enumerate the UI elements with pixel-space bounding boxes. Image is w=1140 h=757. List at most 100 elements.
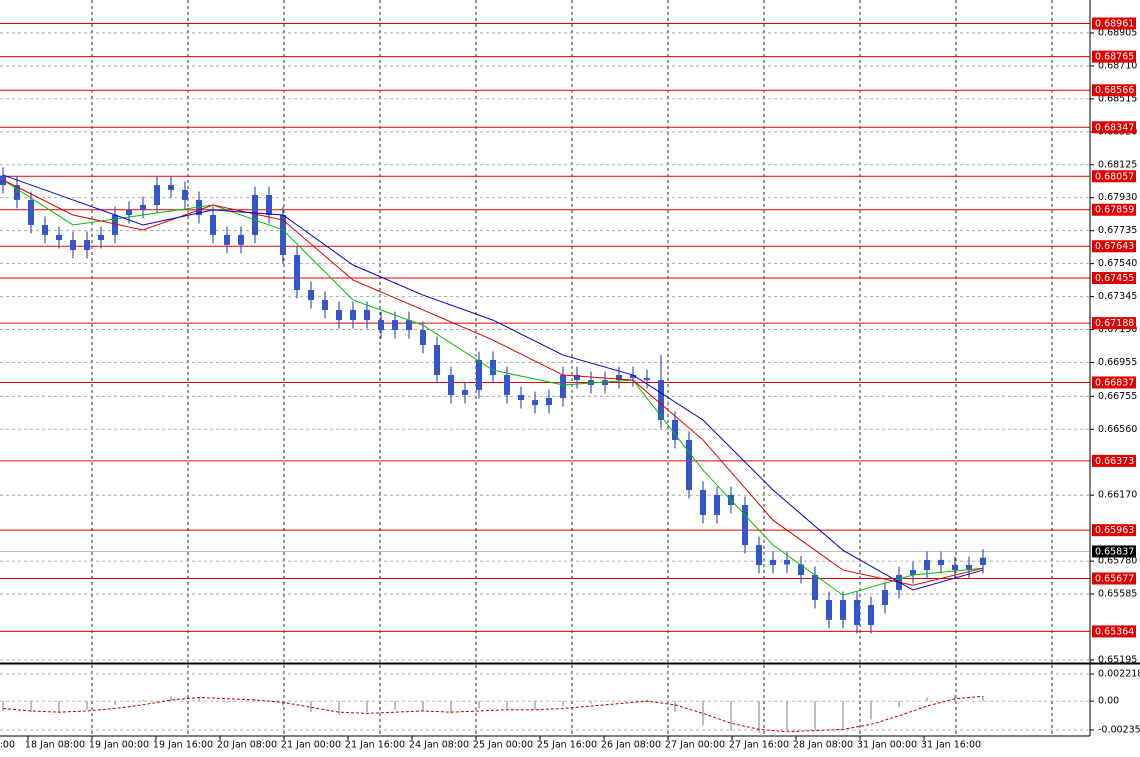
candle-body: [840, 599, 846, 620]
candle-body: [70, 239, 76, 250]
level-label: 0.68566: [1095, 85, 1134, 96]
candle-body: [868, 605, 874, 625]
candle-body: [700, 489, 706, 515]
y-tick-label: 0.67345: [1098, 291, 1137, 302]
candle-body: [770, 559, 776, 565]
y-tick-label: 0.65585: [1098, 589, 1137, 600]
current-price-label: 0.65837: [1095, 546, 1134, 557]
candle-body: [532, 400, 538, 406]
y-tick-label: 0.68515: [1098, 93, 1137, 104]
y-tick-label: 0.00: [1098, 696, 1119, 707]
candle-body: [126, 209, 132, 215]
level-label-box: [1092, 376, 1136, 389]
moving-average-line: [2, 174, 984, 591]
x-tick-label: 18 Jan 08:00: [25, 740, 85, 751]
y-tick-label: -0.002355: [1098, 724, 1140, 735]
candle-body: [378, 320, 384, 331]
x-tick-label: 19 Jan 16:00: [153, 740, 213, 751]
x-tick-label: 31 Jan 16:00: [921, 740, 981, 751]
current-price-box: [1092, 545, 1136, 558]
candle-body: [336, 309, 342, 321]
level-label: 0.67455: [1095, 273, 1134, 284]
x-tick-label: 24 Jan 08:00: [409, 740, 469, 751]
candle-body: [966, 564, 972, 571]
candle-body: [546, 398, 552, 406]
candle-body: [140, 205, 146, 210]
candle-body: [616, 375, 622, 381]
candle-body: [14, 185, 20, 200]
candle-body: [812, 574, 818, 600]
level-label: 0.68961: [1095, 18, 1134, 29]
candle-body: [826, 599, 832, 620]
level-label-box: [1092, 272, 1136, 285]
y-tick-label: 0.002218: [1098, 669, 1140, 680]
level-label: 0.68765: [1095, 52, 1134, 63]
candle-body: [714, 495, 720, 515]
level-label: 0.66837: [1095, 377, 1134, 388]
candle-body: [224, 234, 230, 245]
candle-body: [798, 564, 804, 575]
x-tick-label: 21 Jan 16:00: [345, 740, 405, 751]
candle-body: [910, 570, 916, 575]
candle-body: [784, 559, 790, 565]
candle-body: [686, 439, 692, 490]
y-tick-label: 0.66755: [1098, 391, 1137, 402]
candle-body: [280, 214, 286, 256]
x-tick-label: 6:00: [0, 740, 15, 751]
level-label-box: [1092, 50, 1136, 63]
x-tick-label: 28 Jan 08:00: [793, 740, 853, 751]
x-tick-label: 27 Jan 00:00: [665, 740, 725, 751]
candle-body: [434, 344, 440, 376]
level-label-box: [1092, 170, 1136, 183]
candle-body: [294, 255, 300, 291]
y-tick-label: 0.68905: [1098, 27, 1137, 38]
candle-body: [742, 504, 748, 546]
y-tick-label: 0.65195: [1098, 654, 1137, 665]
level-label-box: [1092, 625, 1136, 638]
level-label-box: [1092, 240, 1136, 253]
y-tick-label: 0.66560: [1098, 424, 1137, 435]
x-tick-label: 25 Jan 16:00: [537, 740, 597, 751]
candle-body: [182, 189, 188, 200]
moving-average-line: [2, 179, 984, 596]
level-label-box: [1092, 572, 1136, 585]
candle-body: [308, 290, 314, 300]
candle-body: [924, 559, 930, 571]
x-tick-label: 26 Jan 08:00: [601, 740, 661, 751]
candle-body: [490, 359, 496, 376]
candle-body: [882, 590, 888, 606]
level-label-box: [1092, 17, 1136, 30]
y-tick-label: 0.67735: [1098, 225, 1137, 236]
candle-body: [42, 224, 48, 235]
y-tick-label: 0.66955: [1098, 357, 1137, 368]
level-label: 0.67188: [1095, 318, 1134, 329]
candle-body: [574, 375, 580, 381]
candle-body: [168, 185, 174, 190]
candle-body: [756, 545, 762, 565]
x-tick-label: 31 Jan 00:00: [857, 740, 917, 751]
y-tick-label: 0.67150: [1098, 324, 1137, 335]
x-tick-label: 21 Jan 00:00: [281, 740, 341, 751]
level-label: 0.65364: [1095, 626, 1134, 637]
candle-body: [84, 239, 90, 250]
y-tick-label: 0.68125: [1098, 159, 1137, 170]
level-label-box: [1092, 524, 1136, 537]
candle-body: [154, 185, 160, 206]
candle-body: [252, 195, 258, 235]
candle-body: [560, 375, 566, 399]
level-label: 0.65677: [1095, 574, 1134, 585]
level-label-box: [1092, 84, 1136, 97]
candle-body: [462, 390, 468, 395]
signal-line: [2, 695, 984, 733]
candle-body: [658, 380, 664, 420]
candle-body: [350, 309, 356, 321]
candle-body: [420, 330, 426, 345]
y-tick-label: 0.68710: [1098, 60, 1137, 71]
candle-body: [518, 394, 524, 401]
candle-body: [56, 234, 62, 240]
candle-body: [938, 559, 944, 565]
candle-body: [672, 419, 678, 440]
level-label: 0.68347: [1095, 122, 1134, 133]
